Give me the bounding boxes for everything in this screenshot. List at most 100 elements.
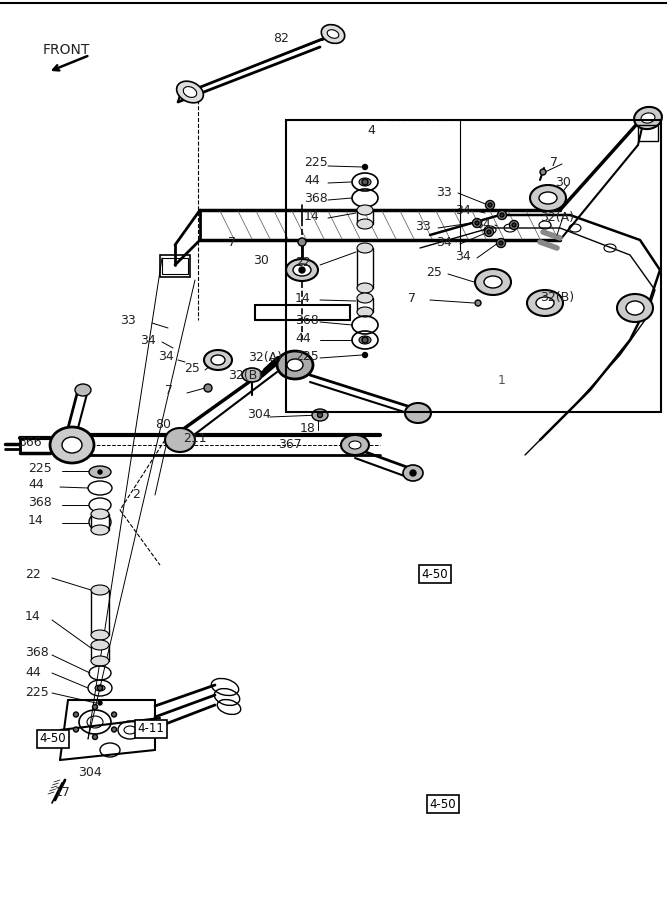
Circle shape [298,238,306,246]
Ellipse shape [634,107,662,129]
Text: 25: 25 [184,362,200,374]
Text: 304: 304 [247,409,271,421]
Circle shape [472,219,482,228]
Bar [638,125,658,141]
Text: 368: 368 [25,646,49,660]
Text: 34: 34 [436,237,452,249]
Text: 33: 33 [415,220,431,233]
Text: 14: 14 [28,515,44,527]
Bar [91,514,109,530]
Text: 368: 368 [304,192,327,204]
Circle shape [488,203,492,207]
Ellipse shape [286,259,318,281]
Text: 225: 225 [28,462,52,474]
Text: 34: 34 [455,203,471,217]
Circle shape [540,169,546,175]
Ellipse shape [204,350,232,370]
Text: 4: 4 [367,123,375,137]
Circle shape [317,412,323,418]
Text: 4-11: 4-11 [137,723,165,735]
Text: 7: 7 [550,157,558,169]
Text: 30: 30 [555,176,571,190]
Text: 25: 25 [426,266,442,278]
Ellipse shape [75,384,91,396]
Ellipse shape [403,465,423,481]
Text: 44: 44 [25,665,41,679]
Ellipse shape [405,403,431,423]
Text: 366: 366 [18,436,41,449]
Text: FRONT: FRONT [43,43,90,57]
Ellipse shape [357,243,373,253]
Text: 34: 34 [158,350,173,364]
Ellipse shape [359,336,371,344]
Ellipse shape [484,276,502,288]
Ellipse shape [293,264,311,276]
Text: 2: 2 [132,489,140,501]
Ellipse shape [475,269,511,295]
Text: 32(B): 32(B) [228,368,262,382]
Bar [286,120,661,412]
Circle shape [204,384,212,392]
Text: 7: 7 [165,383,173,397]
Bar [162,258,188,274]
Circle shape [98,701,102,705]
Bar [357,248,373,288]
Text: 30: 30 [253,254,269,266]
Circle shape [410,470,416,476]
Text: 34: 34 [475,218,491,230]
Circle shape [111,727,117,732]
Text: 44: 44 [28,479,44,491]
Ellipse shape [287,359,303,371]
Ellipse shape [89,466,111,478]
Text: 304: 304 [78,766,102,778]
Circle shape [73,727,79,732]
Text: 211: 211 [183,433,207,446]
Ellipse shape [359,178,371,186]
Circle shape [362,337,368,343]
Circle shape [475,221,479,225]
Ellipse shape [641,112,655,123]
Text: 4-50: 4-50 [422,568,448,580]
Ellipse shape [357,293,373,303]
Ellipse shape [539,192,557,204]
Text: 34: 34 [455,249,471,263]
Ellipse shape [327,30,339,39]
Circle shape [500,213,504,217]
Text: 368: 368 [28,497,52,509]
Ellipse shape [91,630,109,640]
Bar [91,590,109,635]
Text: 225: 225 [295,349,319,363]
Text: 22: 22 [25,569,41,581]
Text: 225: 225 [304,157,327,169]
Circle shape [487,230,491,234]
Circle shape [362,353,368,357]
Bar [91,645,109,661]
Ellipse shape [177,81,203,103]
Ellipse shape [242,368,262,382]
Text: 4-50: 4-50 [430,797,456,811]
Ellipse shape [50,427,94,463]
Text: 1: 1 [498,374,506,386]
Circle shape [73,712,79,717]
Circle shape [93,734,97,740]
Text: 4-50: 4-50 [40,733,66,745]
Ellipse shape [536,297,554,309]
Circle shape [510,220,518,230]
Circle shape [512,223,516,227]
Circle shape [93,705,97,709]
Circle shape [362,165,368,169]
Text: 44: 44 [304,174,319,186]
Bar [357,298,373,312]
Ellipse shape [617,294,653,322]
Ellipse shape [357,283,373,293]
Ellipse shape [277,351,313,379]
Circle shape [475,300,481,306]
Ellipse shape [211,355,225,365]
Text: 368: 368 [295,313,319,327]
Bar [160,255,190,277]
Circle shape [97,686,103,690]
Circle shape [484,228,494,237]
Text: 367: 367 [278,437,301,451]
Text: 14: 14 [295,292,311,304]
Ellipse shape [91,585,109,595]
